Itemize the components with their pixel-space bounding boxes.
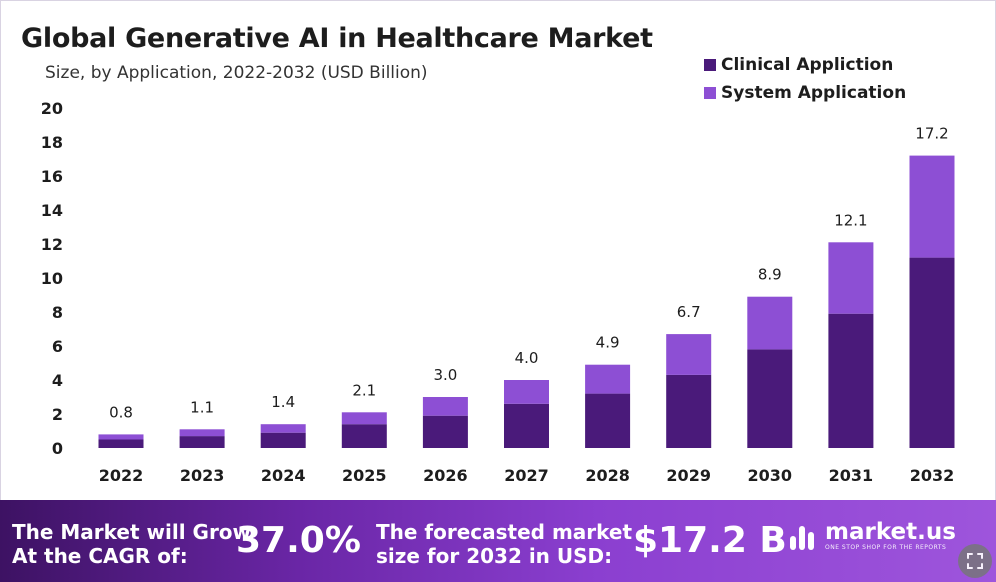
bar-clinical bbox=[260, 432, 306, 448]
cagr-caption-line2: At the CAGR of: bbox=[12, 544, 188, 568]
x-tick-label: 2024 bbox=[261, 466, 306, 485]
forecast-caption: The forecasted market size for 2032 in U… bbox=[376, 520, 632, 568]
market-us-logo: market.us ONE STOP SHOP FOR THE REPORTS bbox=[790, 520, 956, 551]
bar-clinical bbox=[504, 403, 549, 448]
bar-system bbox=[422, 397, 468, 416]
bar-total-label: 2.1 bbox=[352, 381, 376, 399]
bar-chart: 0 2 4 6 8 10 12 14 16 18 20 0.8 2022 1.1 2023 1.4 2024 2.… bbox=[41, 99, 955, 485]
legend-swatch-system bbox=[704, 87, 716, 99]
bar-total-label: 1.1 bbox=[190, 398, 214, 416]
legend-item-system: System Application bbox=[704, 79, 906, 107]
cagr-caption: The Market will Grow At the CAGR of: bbox=[12, 520, 251, 568]
bar-system bbox=[341, 412, 387, 425]
footer-banner: The Market will Grow At the CAGR of: 37.… bbox=[0, 500, 996, 582]
bar-clinical bbox=[422, 415, 468, 448]
forecast-caption-line2: size for 2032 in USD: bbox=[376, 544, 613, 568]
x-tick-label: 2029 bbox=[666, 466, 711, 485]
bar-total-label: 12.1 bbox=[834, 211, 867, 229]
cagr-caption-line1: The Market will Grow bbox=[12, 520, 252, 544]
bar-clinical bbox=[828, 313, 874, 448]
legend-label-clinical: Clinical Appliction bbox=[721, 55, 894, 75]
bar-system bbox=[98, 434, 144, 440]
bar-system bbox=[179, 429, 225, 437]
bar-clinical bbox=[98, 439, 144, 448]
y-tick-label: 16 bbox=[41, 167, 63, 186]
x-tick-label: 2031 bbox=[829, 466, 874, 485]
bar-clinical bbox=[666, 374, 712, 448]
y-tick-label: 18 bbox=[41, 133, 63, 152]
x-tick-label: 2032 bbox=[910, 466, 955, 485]
logo-tagline: ONE STOP SHOP FOR THE REPORTS bbox=[825, 544, 947, 551]
y-tick-label: 2 bbox=[52, 405, 63, 424]
bar-total-label: 8.9 bbox=[758, 266, 782, 284]
logo-name: market.us bbox=[825, 519, 956, 545]
bar-system bbox=[504, 380, 549, 404]
x-tick-label: 2025 bbox=[342, 466, 387, 485]
bar-system bbox=[747, 296, 793, 350]
bar-total-label: 0.8 bbox=[109, 403, 133, 421]
chart-title: Global Generative AI in Healthcare Marke… bbox=[21, 23, 653, 54]
bar-system bbox=[585, 364, 631, 394]
bar-total-label: 4.9 bbox=[596, 334, 620, 352]
bar-total-label: 6.7 bbox=[677, 303, 701, 321]
legend-item-clinical: Clinical Appliction bbox=[704, 51, 906, 79]
y-tick-label: 8 bbox=[52, 303, 63, 322]
bar-clinical bbox=[341, 424, 387, 448]
expand-button[interactable] bbox=[958, 544, 992, 578]
bar-total-label: 17.2 bbox=[915, 125, 948, 143]
y-tick-label: 20 bbox=[41, 99, 63, 118]
x-tick-label: 2030 bbox=[748, 466, 793, 485]
bar-clinical bbox=[909, 257, 955, 448]
cagr-value: 37.0% bbox=[236, 520, 361, 561]
bar-total-label: 3.0 bbox=[433, 366, 457, 384]
bar-system bbox=[828, 242, 874, 314]
y-tick-label: 12 bbox=[41, 235, 63, 254]
bar-clinical bbox=[179, 436, 225, 448]
y-tick-label: 0 bbox=[52, 439, 63, 458]
x-tick-label: 2022 bbox=[99, 466, 144, 485]
bar-system bbox=[909, 155, 955, 258]
legend-label-system: System Application bbox=[721, 83, 907, 103]
chart-subtitle: Size, by Application, 2022-2032 (USD Bil… bbox=[45, 63, 428, 83]
bar-total-label: 1.4 bbox=[271, 393, 295, 411]
forecast-value: $17.2 B bbox=[633, 520, 787, 561]
x-tick-label: 2023 bbox=[180, 466, 225, 485]
bar-clinical bbox=[585, 393, 631, 448]
x-tick-label: 2028 bbox=[585, 466, 630, 485]
bar-clinical bbox=[747, 349, 793, 448]
y-tick-label: 4 bbox=[52, 371, 63, 390]
x-tick-label: 2027 bbox=[504, 466, 549, 485]
y-tick-label: 6 bbox=[52, 337, 63, 356]
legend-swatch-clinical bbox=[704, 59, 716, 71]
logo-bars-icon bbox=[790, 522, 817, 550]
legend: Clinical Appliction System Application bbox=[704, 51, 906, 107]
expand-icon bbox=[967, 553, 983, 569]
bar-system bbox=[666, 334, 712, 375]
x-tick-label: 2026 bbox=[423, 466, 468, 485]
forecast-caption-line1: The forecasted market bbox=[376, 520, 633, 544]
y-tick-label: 14 bbox=[41, 201, 63, 220]
y-tick-label: 10 bbox=[41, 269, 63, 288]
bar-system bbox=[260, 424, 306, 433]
bar-total-label: 4.0 bbox=[515, 349, 539, 367]
